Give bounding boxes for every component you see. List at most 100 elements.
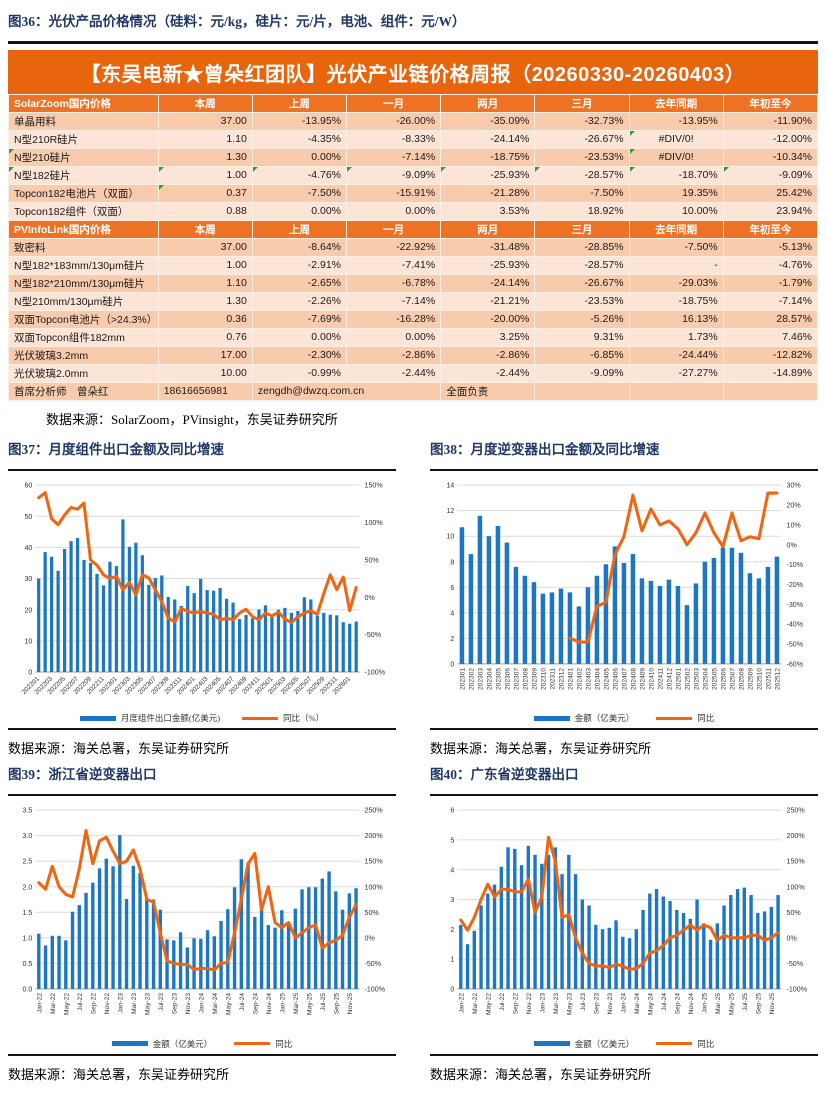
left-column: 图37：月度组件出口金额及同比增速 0 10 20 30 40 50 60 150% 100% 5… [8, 432, 396, 1087]
figure38-title: 图38：月度逆变器出口金额及同比增速 [430, 441, 660, 457]
table-row: N型210mm/130μm硅片 1.30 -2.26% -7.14% -21.21% -2… [8, 291, 819, 311]
chart-38-legend: 金额（亿美元） 同比 [430, 712, 818, 724]
legend-bar-series: 金额（亿美元） [533, 712, 634, 724]
svg-text:202308: 202308 [522, 667, 529, 689]
svg-text:3: 3 [450, 896, 454, 904]
legend-bar-series: 金额（亿美元） [111, 1038, 212, 1050]
svg-text:0: 0 [28, 668, 32, 676]
table-row: 光伏玻璃2.0mm 10.00 -0.99% -2.44% -2.44% -9.09% -2… [8, 363, 819, 383]
svg-text:Mar-22: Mar-22 [50, 993, 57, 1014]
price-table-grid: SolarZoom国内价格 本周 上周 一月 两月 三月 去年同期 年初至今 单晶用料 37.00… [8, 93, 819, 401]
table-row: N型210硅片 1.30 0.00% -7.14% -18.75% -23.53% #DIV… [8, 147, 819, 167]
chart-40-guangdong-inverter: 0 1 2 3 4 5 6 250% 200% 150% 100% 50% 0% -50% -100% Jan… [430, 802, 818, 1038]
svg-text:202306: 202306 [504, 667, 511, 689]
svg-text:202510: 202510 [756, 667, 763, 689]
figure37-title: 图37：月度组件出口金额及同比增速 [8, 441, 224, 457]
price-table-body: SolarZoom国内价格 本周 上周 一月 两月 三月 去年同期 年初至今 单晶用料 37.00… [8, 93, 819, 401]
divider [430, 1053, 818, 1056]
svg-text:Nov-23: Nov-23 [607, 993, 614, 1015]
svg-text:10%: 10% [787, 521, 802, 529]
svg-text:May-24: May-24 [225, 993, 232, 1015]
table-section-header: SolarZoom国内价格 本周 上周 一月 两月 三月 去年同期 年初至今 [8, 93, 819, 113]
chart-37-legend: 月度组件出口金额(亿美元) 同比（%） [8, 712, 396, 724]
svg-text:-60%: -60% [787, 660, 804, 668]
table-row: Topcon182组件（双面） 0.88 0.00% 0.00% 3.53% 18.92%… [8, 201, 819, 221]
svg-text:150%: 150% [365, 481, 384, 489]
svg-text:202501: 202501 [675, 667, 682, 689]
svg-text:202309: 202309 [531, 667, 538, 689]
svg-text:202312: 202312 [558, 667, 565, 689]
svg-text:Jul-25: Jul-25 [742, 993, 749, 1011]
figure36-source: 数据来源：SolarZoom，PVinsight，东吴证券研究所 [46, 411, 338, 427]
svg-text:2: 2 [450, 926, 454, 934]
legend-bar-series: 金额（亿美元） [533, 1038, 634, 1050]
svg-text:Jul-25: Jul-25 [320, 993, 327, 1011]
svg-text:202505: 202505 [711, 667, 718, 689]
bar-legend-swatch [79, 715, 116, 721]
svg-text:May-23: May-23 [144, 993, 151, 1015]
svg-text:Nov-23: Nov-23 [185, 993, 192, 1015]
line-legend-swatch [656, 1042, 693, 1046]
svg-text:0%: 0% [365, 935, 376, 943]
svg-text:202509: 202509 [747, 667, 754, 689]
chart-40-legend: 金额（亿美元） 同比 [430, 1038, 818, 1050]
svg-text:Nov-24: Nov-24 [688, 993, 695, 1015]
svg-text:250%: 250% [365, 807, 384, 815]
svg-text:Nov-25: Nov-25 [769, 993, 776, 1015]
svg-text:0%: 0% [365, 594, 376, 602]
svg-text:0: 0 [450, 660, 454, 668]
svg-text:Sep-25: Sep-25 [333, 993, 340, 1015]
svg-text:Sep-22: Sep-22 [512, 993, 519, 1015]
table-row: 双面Topcon电池片（>24.3%） 0.36 -7.69% -16.28% -20.… [8, 309, 819, 329]
svg-text:1: 1 [450, 956, 454, 964]
svg-text:1.5: 1.5 [23, 909, 33, 917]
svg-text:-50%: -50% [365, 631, 382, 639]
svg-text:10: 10 [24, 637, 32, 645]
figure40-title: 图40：广东省逆变器出口 [430, 767, 579, 783]
svg-text:202304: 202304 [486, 667, 493, 689]
svg-text:Mar-23: Mar-23 [553, 993, 560, 1014]
table-row: 光伏玻璃3.2mm 17.00 -2.30% -2.86% -2.86% -6.85% -2… [8, 345, 819, 365]
svg-text:50%: 50% [365, 556, 380, 564]
table-row: 致密料 37.00 -8.64% -22.92% -31.48% -28.85% -7.50… [8, 237, 819, 257]
svg-text:202305: 202305 [495, 667, 502, 689]
chart-37-module-export: 0 10 20 30 40 50 60 150% 100% 50% 0% -50% -100% 20220… [8, 477, 396, 713]
svg-text:0%: 0% [787, 935, 798, 943]
svg-text:202401: 202401 [567, 667, 574, 689]
svg-text:250%: 250% [787, 807, 806, 815]
svg-text:May-23: May-23 [566, 993, 573, 1015]
chart-38-inverter-export: 0 2 4 6 8 10 12 14 30% 20% 10% 0% -10% -20% -30% -40% -5… [430, 477, 818, 713]
svg-text:202405: 202405 [603, 667, 610, 689]
table-row: N型182硅片 1.00 -4.76% -9.09% -25.93% -28.57% -18… [8, 165, 819, 185]
svg-text:Jan-25: Jan-25 [279, 993, 286, 1013]
line-legend-swatch [234, 1042, 271, 1046]
svg-text:150%: 150% [365, 858, 384, 866]
figure37-source: 数据来源：海关总署，东吴证券研究所 [8, 741, 230, 757]
divider [430, 468, 818, 471]
svg-text:-50%: -50% [365, 960, 382, 968]
svg-text:202508: 202508 [738, 667, 745, 689]
svg-text:May-25: May-25 [306, 993, 313, 1015]
table-row: N型182*210mm/130μm硅片 1.10 -2.65% -6.78% -24.1… [8, 273, 819, 293]
svg-text:50%: 50% [365, 909, 380, 917]
table-row: 单晶用料 37.00 -13.95% -26.00% -35.09% -32.73% -13… [8, 111, 819, 131]
svg-text:202311: 202311 [549, 667, 556, 689]
svg-text:Nov-25: Nov-25 [347, 993, 354, 1015]
figure38-source: 数据来源：海关总署，东吴证券研究所 [430, 741, 652, 757]
svg-text:202404: 202404 [594, 667, 601, 689]
svg-text:Sep-23: Sep-23 [171, 993, 178, 1015]
divider [8, 1053, 396, 1056]
svg-text:Nov-22: Nov-22 [526, 993, 533, 1015]
svg-text:202302: 202302 [468, 667, 475, 689]
divider [8, 728, 396, 731]
svg-text:-20%: -20% [787, 581, 804, 589]
legend-line-series: 同比（%） [242, 712, 324, 724]
svg-text:100%: 100% [787, 884, 806, 892]
svg-text:150%: 150% [787, 858, 806, 866]
svg-text:0: 0 [450, 986, 454, 994]
svg-text:202310: 202310 [540, 667, 547, 689]
svg-text:202411: 202411 [657, 667, 664, 689]
svg-text:Sep-23: Sep-23 [593, 993, 600, 1015]
svg-text:Jul-24: Jul-24 [661, 993, 668, 1011]
svg-text:1.0: 1.0 [23, 935, 33, 943]
